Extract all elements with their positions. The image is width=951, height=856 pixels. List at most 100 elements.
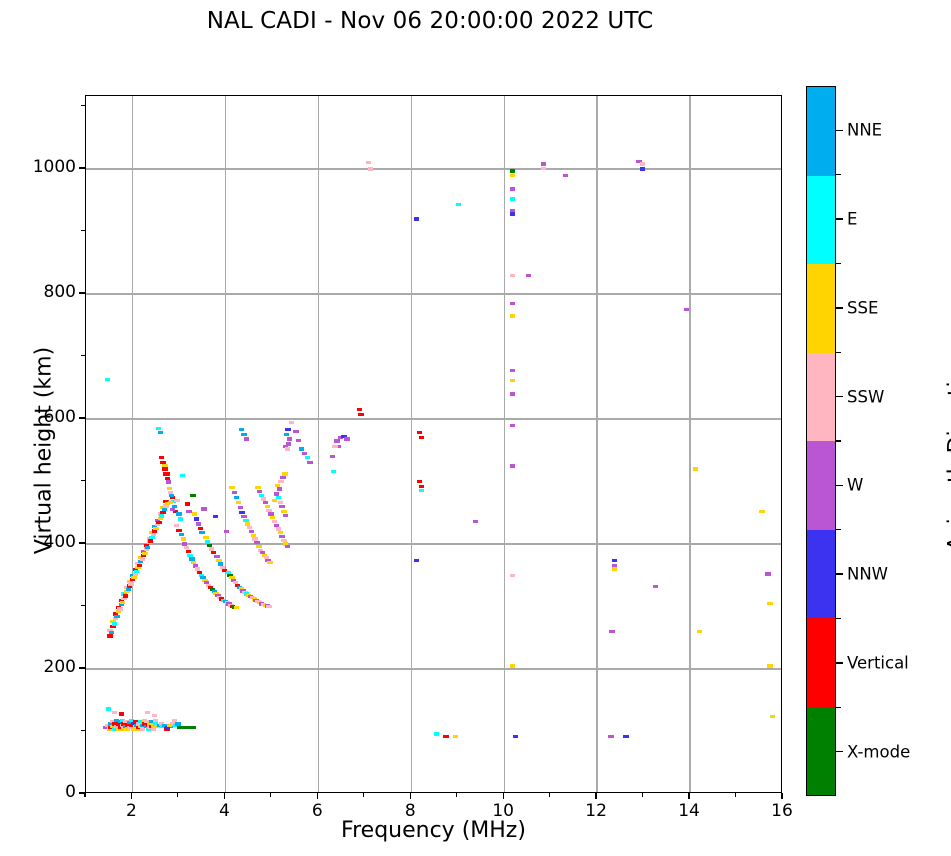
colorbar-segment-vertical[interactable] <box>807 618 835 707</box>
echo-marker <box>113 724 120 729</box>
echo-marker <box>163 499 169 504</box>
echo-marker <box>639 162 646 166</box>
echo-marker <box>108 722 114 726</box>
echo-marker <box>273 523 280 527</box>
echo-marker <box>767 664 773 668</box>
echo-marker <box>330 469 336 474</box>
echo-marker <box>267 561 273 565</box>
x-minor-tick <box>270 793 272 797</box>
echo-marker <box>509 197 516 201</box>
colorbar-segment-w[interactable] <box>807 441 835 530</box>
echo-marker <box>186 509 192 514</box>
echo-marker <box>133 569 140 574</box>
echo-marker <box>118 712 124 716</box>
echo-marker <box>127 584 133 588</box>
colorbar-boundary-tick <box>836 351 841 353</box>
colorbar-label-e: E <box>847 209 858 229</box>
echo-marker <box>146 537 152 541</box>
echo-marker <box>414 217 420 221</box>
echo-marker <box>279 504 285 509</box>
echo-marker <box>130 722 137 726</box>
echo-marker <box>117 726 124 730</box>
echo-marker <box>184 502 190 506</box>
echo-marker <box>138 555 144 559</box>
x-axis-ticks: 2 4 6 8 10 12 14 16 <box>84 793 793 823</box>
echo-marker <box>163 504 169 508</box>
colorbar-tick-mark <box>836 218 843 220</box>
colorbar-label-vertical: Vertical <box>847 653 909 673</box>
echo-marker <box>132 572 138 576</box>
colorbar-segment-nnw[interactable] <box>807 529 835 618</box>
echo-marker <box>192 564 199 568</box>
echo-marker <box>174 498 180 502</box>
echo-marker <box>210 551 216 555</box>
y-minor-tick <box>81 604 85 607</box>
y-tick-label: 0 <box>65 782 76 802</box>
colorbar-segment-sse[interactable] <box>807 264 835 353</box>
echo-marker <box>136 563 143 567</box>
echo-marker <box>140 549 147 554</box>
echo-marker <box>759 509 765 514</box>
colorbar-segment-nne[interactable] <box>807 87 835 176</box>
echo-marker <box>243 518 249 522</box>
echo-marker <box>234 583 241 587</box>
echo-marker <box>113 612 119 616</box>
gridline-horizontal <box>86 293 781 295</box>
echo-marker <box>172 509 178 514</box>
x-minor-tick <box>642 793 644 797</box>
echo-marker <box>266 604 272 609</box>
echo-marker <box>193 517 200 521</box>
echo-marker <box>416 431 423 435</box>
echo-marker <box>153 722 159 726</box>
plot-area[interactable] <box>85 95 782 793</box>
echo-marker <box>280 476 286 480</box>
colorbar[interactable] <box>806 86 836 796</box>
echo-marker <box>169 722 176 726</box>
echo-marker <box>160 510 166 514</box>
echo-marker <box>132 719 138 724</box>
echo-marker <box>205 539 211 544</box>
echo-marker <box>509 169 516 173</box>
echo-marker <box>221 568 228 572</box>
echo-marker <box>367 167 374 171</box>
echo-marker <box>202 578 208 582</box>
echo-marker <box>166 479 172 484</box>
gridline-vertical <box>224 96 227 792</box>
echo-marker <box>183 546 190 550</box>
echo-marker <box>232 581 239 585</box>
x-tick-mark <box>409 793 411 799</box>
echo-marker <box>107 628 113 632</box>
echo-marker <box>158 722 164 726</box>
echo-marker <box>105 378 111 382</box>
echo-marker <box>562 173 569 177</box>
echo-marker <box>165 476 171 481</box>
echo-marker <box>112 727 118 731</box>
page-title: NAL CADI - Nov 06 20:00:00 2022 UTC <box>206 8 654 34</box>
gridline-vertical <box>503 96 505 792</box>
echo-marker <box>167 491 174 495</box>
echo-marker <box>127 726 133 730</box>
colorbar-segment-x-mode[interactable] <box>807 706 835 795</box>
echo-marker <box>238 428 244 432</box>
echo-marker <box>120 601 126 605</box>
echo-marker <box>206 583 212 587</box>
echo-marker <box>178 533 184 537</box>
x-minor-tick <box>177 793 179 797</box>
echo-marker <box>108 631 115 635</box>
echo-marker <box>128 718 135 722</box>
echo-marker <box>195 522 202 526</box>
echo-marker <box>284 433 290 437</box>
echo-marker <box>341 434 347 439</box>
x-minor-tick <box>456 793 458 797</box>
y-minor-tick <box>81 729 85 732</box>
echo-marker <box>418 488 425 492</box>
echo-marker <box>283 542 289 546</box>
colorbar-segment-e[interactable] <box>807 175 835 264</box>
echo-marker <box>609 629 615 634</box>
y-tick-label: 200 <box>43 657 76 678</box>
colorbar-segment-ssw[interactable] <box>807 352 835 441</box>
echo-marker <box>344 437 350 441</box>
echo-marker <box>123 719 129 724</box>
echo-marker <box>509 173 516 177</box>
echo-marker <box>164 501 170 506</box>
